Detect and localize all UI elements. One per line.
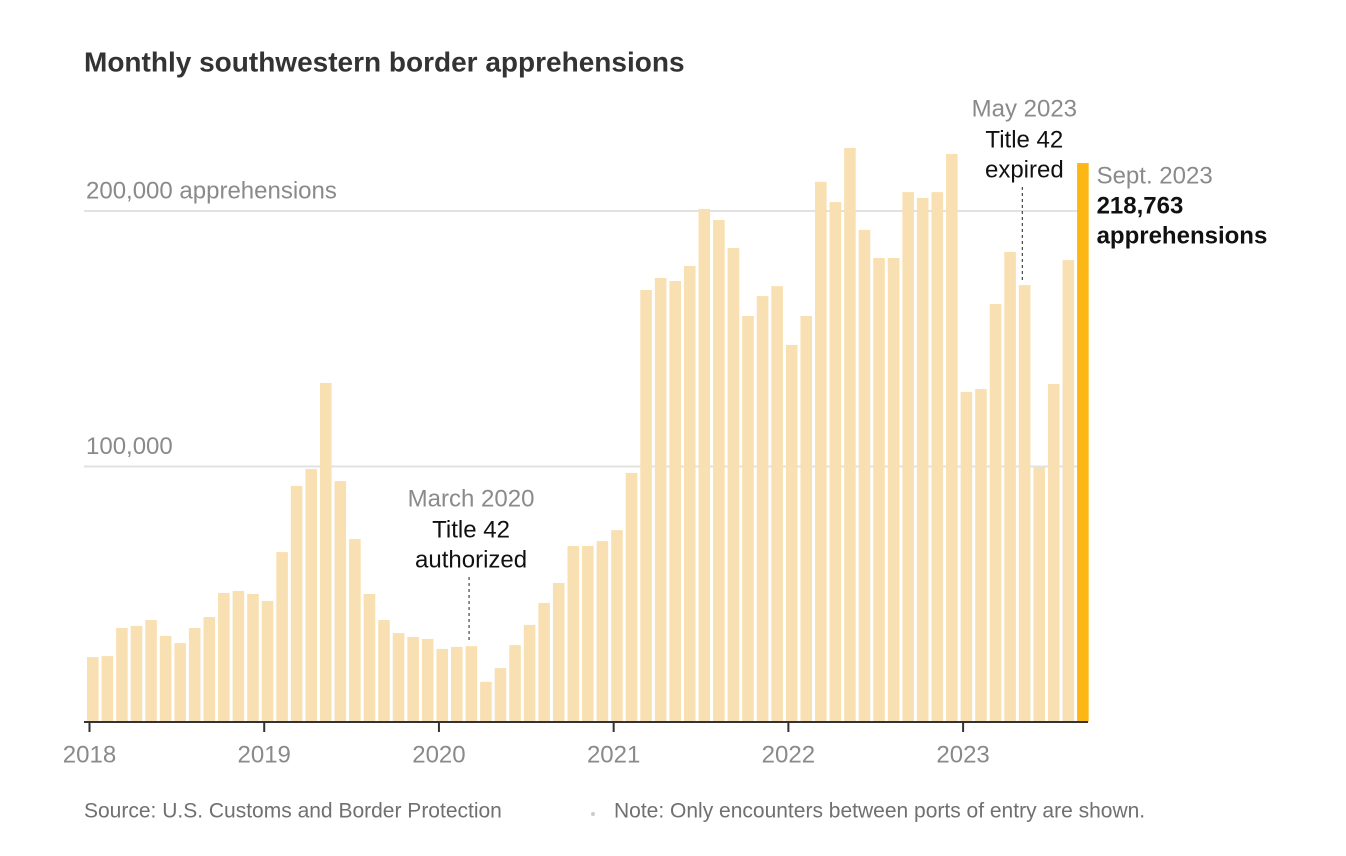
bar: [567, 545, 580, 722]
bar: [552, 583, 565, 722]
bar: [931, 192, 944, 722]
bar: [101, 656, 114, 722]
bar: [305, 469, 317, 722]
bar: [436, 648, 449, 722]
bar: [349, 539, 361, 722]
bar: [203, 616, 216, 722]
bar: [509, 645, 521, 722]
bar: [858, 229, 871, 723]
x-tick-label: 2021: [587, 741, 640, 768]
bar: [392, 633, 405, 722]
bar: [989, 304, 1002, 722]
annotation-date: March 2020: [408, 485, 535, 512]
value-label: 218,763: [1097, 192, 1184, 219]
bar: [451, 646, 463, 722]
bar: [1047, 383, 1060, 722]
bar: [800, 316, 813, 722]
bar: [756, 296, 769, 722]
bar: [960, 391, 973, 722]
bar: [785, 344, 798, 722]
bar: [87, 657, 99, 722]
bar: [1077, 163, 1089, 722]
bar: [480, 681, 492, 722]
bar: [1018, 285, 1031, 722]
bar: [188, 627, 201, 722]
chart-title: Monthly southwestern border apprehension…: [84, 46, 685, 77]
bar: [771, 286, 783, 722]
bar: [494, 668, 507, 722]
bar: [829, 202, 842, 722]
bar: [611, 530, 623, 722]
bar: [319, 382, 332, 722]
y-tick-label: 100,000: [86, 433, 173, 460]
bar: [887, 258, 900, 722]
bar: [145, 620, 157, 722]
bar: [261, 600, 274, 722]
bar: [640, 289, 652, 722]
bar: [334, 481, 347, 722]
bar: [276, 552, 288, 722]
bar: [130, 625, 143, 722]
annotation-text: expired: [985, 156, 1064, 183]
x-tick-label: 2018: [63, 741, 116, 768]
y-tick-label: 200,000 apprehensions: [86, 177, 337, 204]
bar: [523, 624, 536, 722]
bar: [596, 541, 609, 722]
bar: [713, 219, 725, 722]
annotation-text: apprehensions: [1097, 222, 1268, 249]
bar: [116, 627, 128, 722]
bar: [727, 248, 740, 723]
bar: [815, 181, 827, 723]
bar: [232, 590, 245, 722]
bar: [742, 316, 754, 722]
bar: [421, 638, 434, 722]
bar: [247, 593, 259, 722]
annotation-text: Title 42: [985, 126, 1063, 153]
bar: [174, 643, 186, 722]
source: Source: U.S. Customs and Border Protecti…: [84, 800, 502, 823]
bar: [844, 147, 856, 723]
bar: [465, 646, 478, 722]
annotation-text: authorized: [415, 546, 527, 573]
bar: [698, 208, 711, 722]
bar: [669, 281, 681, 722]
bar: [916, 197, 929, 723]
bar: [290, 485, 303, 722]
bar: [902, 192, 914, 722]
annotation-date: May 2023: [972, 95, 1077, 122]
x-tick-label: 2022: [762, 741, 815, 768]
bar: [873, 258, 885, 722]
separator: [591, 812, 595, 816]
bar: [1004, 251, 1016, 722]
note: Note: Only encounters between ports of e…: [614, 800, 1145, 823]
bar: [625, 472, 638, 722]
bar: [946, 154, 958, 722]
x-tick-label: 2023: [936, 741, 989, 768]
annotation-date: Sept. 2023: [1097, 162, 1213, 189]
bar: [654, 277, 667, 722]
bar: [683, 265, 696, 722]
bar: [1062, 260, 1075, 722]
bar: [582, 545, 594, 722]
bar: [538, 602, 550, 722]
x-tick-label: 2019: [238, 741, 291, 768]
bar: [363, 593, 376, 722]
annotation-text: Title 42: [432, 516, 510, 543]
bar: [975, 389, 987, 722]
bar: [159, 635, 172, 722]
bar: [218, 592, 230, 722]
x-tick-label: 2020: [412, 741, 465, 768]
bar: [378, 620, 390, 722]
bar: [1033, 467, 1045, 722]
bar: [407, 636, 419, 722]
